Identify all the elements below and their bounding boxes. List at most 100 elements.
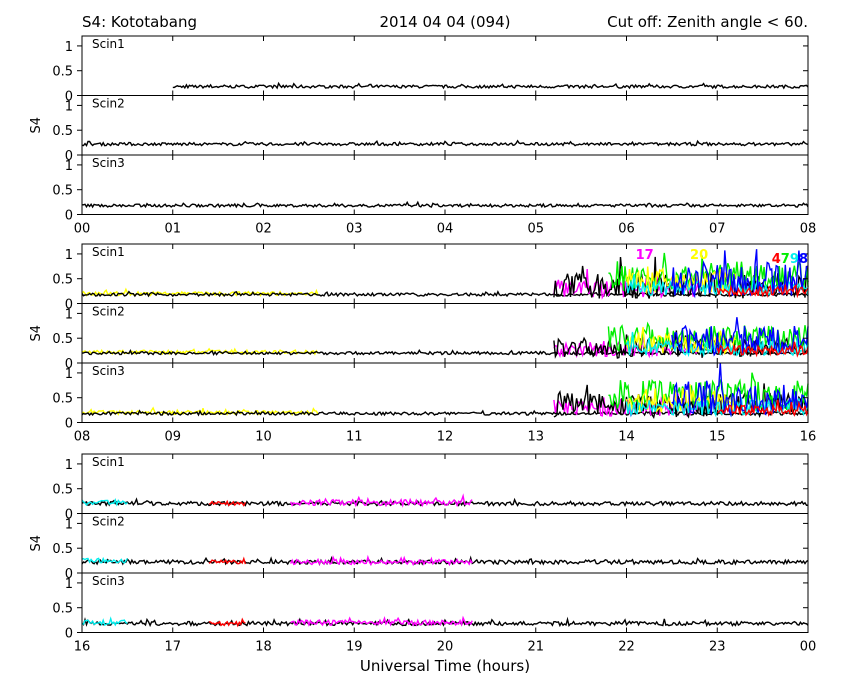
- series-black-line: [553, 256, 809, 299]
- x-tick-label: 18: [255, 640, 272, 655]
- x-tick-label: 00: [74, 222, 91, 237]
- series-magenta-line: [290, 493, 473, 508]
- y-tick-label: 0.5: [52, 392, 73, 407]
- series-red-line: [716, 283, 809, 299]
- panel-scin1: 0 0.5 1 Scin1: [52, 453, 809, 523]
- y-axis-label: S4: [29, 325, 44, 342]
- y-tick-label: 0.5: [52, 65, 73, 80]
- satellite-label: 17: [636, 248, 654, 263]
- x-axis-label: Universal Time (hours): [360, 657, 530, 675]
- y-tick-label: 0: [65, 90, 73, 105]
- y-tick-label: 1: [65, 40, 73, 55]
- series-black-line: [172, 81, 809, 90]
- panel-label: Scin3: [92, 574, 125, 588]
- x-tick-label: 08: [800, 222, 817, 237]
- y-tick-label: 1: [65, 159, 73, 174]
- series-red-line: [717, 399, 809, 417]
- series-blue-line: [671, 249, 809, 299]
- y-axis-label: S4: [29, 117, 44, 134]
- y-tick-label: 0: [65, 357, 73, 372]
- y-tick-label: 0.5: [52, 542, 73, 557]
- x-tick-label: 08: [74, 430, 91, 445]
- series-blue-line: [671, 317, 809, 357]
- series-cyan-line: [625, 396, 809, 418]
- panel-label: Scin3: [92, 364, 125, 378]
- y-tick-label: 1: [65, 99, 73, 114]
- series-red-line: [208, 499, 247, 507]
- x-tick-label: 04: [437, 222, 454, 237]
- y-tick-label: 1: [65, 248, 73, 263]
- y-tick-label: 1: [65, 577, 73, 592]
- panel-scin3: 0 0.5 1 Scin3: [52, 572, 809, 642]
- panel-frame: [81, 513, 809, 574]
- x-tick-label: 09: [164, 430, 181, 445]
- panel-label: Scin3: [92, 156, 125, 170]
- x-tick-label: 23: [709, 640, 726, 655]
- x-tick-label: 16: [800, 430, 817, 445]
- series-magenta-line: [290, 554, 473, 567]
- x-tick-label: 11: [346, 430, 363, 445]
- y-tick-label: 0.5: [52, 273, 73, 288]
- x-tick-label: 17: [164, 640, 181, 655]
- x-tick-label: 00: [800, 640, 817, 655]
- x-tick-label: 02: [255, 222, 272, 237]
- panel-scin2: 0 0.5 1 Scin2: [52, 303, 809, 372]
- cutoff-title: Cut off: Zenith angle < 60.: [607, 13, 808, 31]
- y-tick-label: 0.5: [52, 332, 73, 347]
- panel-frame: [81, 95, 809, 156]
- date-title: 2014 04 04 (094): [380, 13, 511, 31]
- panel-label: Scin2: [92, 305, 125, 319]
- x-tick-label: 06: [618, 222, 635, 237]
- panel-label: Scin2: [92, 515, 125, 529]
- x-tick-label: 10: [255, 430, 272, 445]
- x-tick-label: 16: [74, 640, 91, 655]
- series-black-line: [81, 289, 809, 298]
- y-tick-label: 0: [65, 209, 73, 224]
- series-black-line: [81, 555, 809, 566]
- x-tick-label: 22: [618, 640, 635, 655]
- series-cyan-line: [81, 556, 128, 564]
- row-2: 0 0.5 1 Scin1 0 0.5 1 Scin2 0 0.5 1 Scin3 S4 08 09 10 11…: [29, 243, 817, 445]
- x-tick-label: 05: [527, 222, 544, 237]
- satellite-label: 20: [690, 248, 708, 263]
- x-tick-label: 19: [346, 640, 363, 655]
- series-cyan-line: [82, 616, 128, 627]
- row-1: 0 0.5 1 Scin1 0 0.5 1 Scin2 0 0.5 1 Scin3 S4 00 01 02 03…: [29, 35, 817, 237]
- y-tick-label: 1: [65, 367, 73, 382]
- y-tick-label: 1: [65, 307, 73, 322]
- satellite-label: 9: [790, 252, 799, 267]
- y-axis-label: S4: [29, 535, 44, 552]
- station-title: S4: Kototabang: [82, 13, 197, 31]
- panel-scin2: 0 0.5 1 Scin2: [52, 513, 809, 582]
- y-tick-label: 0: [65, 627, 73, 642]
- row-3: 0 0.5 1 Scin1 0 0.5 1 Scin2 0 0.5 1 Scin3 S4 16 17 18 19…: [29, 453, 817, 655]
- y-tick-label: 0.5: [52, 483, 73, 498]
- y-tick-label: 0: [65, 567, 73, 582]
- panel-scin1: 0 0.5 1 Scin1: [52, 243, 809, 313]
- x-tick-label: 07: [709, 222, 726, 237]
- panel-label: Scin2: [92, 97, 125, 111]
- panel-label: Scin1: [92, 37, 125, 51]
- y-tick-label: 1: [65, 517, 73, 532]
- y-tick-label: 0.5: [52, 602, 73, 617]
- x-tick-label: 20: [437, 640, 454, 655]
- x-tick-label: 13: [527, 430, 544, 445]
- y-tick-label: 0: [65, 149, 73, 164]
- y-tick-label: 0: [65, 298, 73, 313]
- x-tick-label: 14: [618, 430, 635, 445]
- series-black-line: [82, 200, 809, 209]
- series-black-line: [81, 139, 809, 148]
- y-tick-label: 0.5: [52, 184, 73, 199]
- series-blue-line: [671, 362, 809, 418]
- series-red-line: [716, 341, 809, 358]
- series-red-line: [208, 617, 246, 628]
- series-red-line: [208, 556, 247, 565]
- x-tick-label: 03: [346, 222, 363, 237]
- series-yellow-line: [625, 384, 737, 413]
- y-tick-label: 0: [65, 417, 73, 432]
- series-cyan-line: [81, 497, 128, 507]
- panel-scin3: 0 0.5 1 Scin3: [52, 362, 809, 432]
- panel-scin2: 0 0.5 1 Scin2: [52, 95, 809, 164]
